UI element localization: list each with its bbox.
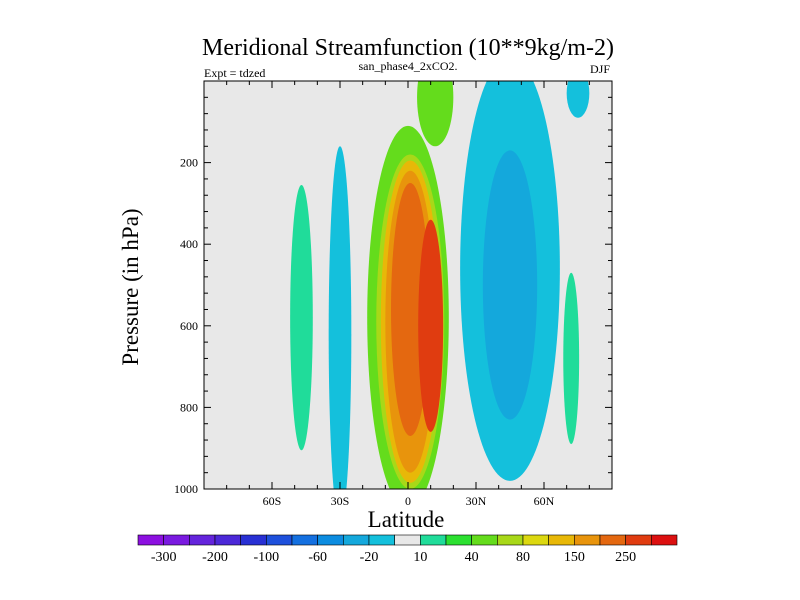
colorbar-swatch bbox=[240, 534, 267, 546]
colorbar-label: 10 bbox=[413, 550, 427, 565]
colorbar-label: 150 bbox=[564, 550, 585, 565]
colorbar-swatch bbox=[163, 534, 190, 546]
colorbar-swatch bbox=[317, 534, 344, 546]
colorbar-swatch bbox=[574, 534, 601, 546]
axes: 200 400 600 800 1000 60S 30S 0 30N 60N bbox=[174, 80, 613, 508]
experiment-label: Expt = tdzed bbox=[204, 66, 265, 80]
contour-cell-11 bbox=[563, 272, 580, 445]
colorbar-swatch bbox=[471, 534, 498, 546]
colorbar-label: -100 bbox=[253, 550, 279, 565]
x-tick-label: 30S bbox=[331, 494, 350, 508]
colorbar-swatch bbox=[625, 534, 652, 546]
colorbar-swatch bbox=[651, 534, 678, 546]
chart-title: Meridional Streamfunction (10**9kg/m-2) bbox=[202, 35, 614, 61]
colorbar-swatch bbox=[343, 534, 370, 546]
colorbar-label: 40 bbox=[465, 550, 479, 565]
colorbar-label: -60 bbox=[308, 550, 327, 565]
x-tick-label: 0 bbox=[405, 494, 411, 508]
colorbar-swatch bbox=[420, 534, 447, 546]
contour-cell-3 bbox=[417, 81, 454, 147]
y-tick-label: 200 bbox=[180, 156, 198, 170]
colorbar-swatch bbox=[368, 534, 395, 546]
colorbar-label: -20 bbox=[360, 550, 379, 565]
contour-cell-8 bbox=[418, 219, 444, 432]
colorbar-swatch bbox=[137, 534, 164, 546]
case-label: san_phase4_2xCO2. bbox=[359, 59, 458, 73]
colorbar-swatch bbox=[445, 534, 472, 546]
colorbar-swatch bbox=[394, 534, 421, 546]
contour-cell-12 bbox=[566, 81, 590, 118]
contour-cell-1 bbox=[328, 146, 352, 489]
y-tick-label: 600 bbox=[180, 319, 198, 333]
x-tick-label: 60N bbox=[534, 494, 555, 508]
season-label: DJF bbox=[590, 62, 610, 76]
colorbar-swatch bbox=[266, 534, 293, 546]
colorbar: -300 -200 -100 -60 -20 10 40 80 150 250 bbox=[137, 534, 678, 565]
colorbar-label: 80 bbox=[516, 550, 530, 565]
x-axis-title: Latitude bbox=[368, 507, 445, 532]
colorbar-swatch bbox=[599, 534, 626, 546]
colorbar-swatch bbox=[189, 534, 216, 546]
y-axis-title: Pressure (in hPa) bbox=[118, 208, 143, 365]
colorbar-swatch bbox=[548, 534, 575, 546]
colorbar-label: 250 bbox=[615, 550, 636, 565]
colorbar-label: -200 bbox=[202, 550, 228, 565]
colorbar-swatch bbox=[522, 534, 549, 546]
contour-cell-0 bbox=[290, 185, 313, 451]
plot-area bbox=[204, 81, 612, 489]
colorbar-label: -300 bbox=[151, 550, 177, 565]
colorbar-swatch bbox=[214, 534, 241, 546]
x-tick-label: 60S bbox=[263, 494, 282, 508]
x-tick-label: 30N bbox=[466, 494, 487, 508]
colorbar-swatch bbox=[291, 534, 318, 546]
y-tick-label: 800 bbox=[180, 400, 198, 414]
colorbar-swatch bbox=[497, 534, 524, 546]
y-tick-label: 400 bbox=[180, 237, 198, 251]
y-tick-label: 1000 bbox=[174, 482, 198, 496]
contour-cell-10 bbox=[482, 150, 538, 420]
